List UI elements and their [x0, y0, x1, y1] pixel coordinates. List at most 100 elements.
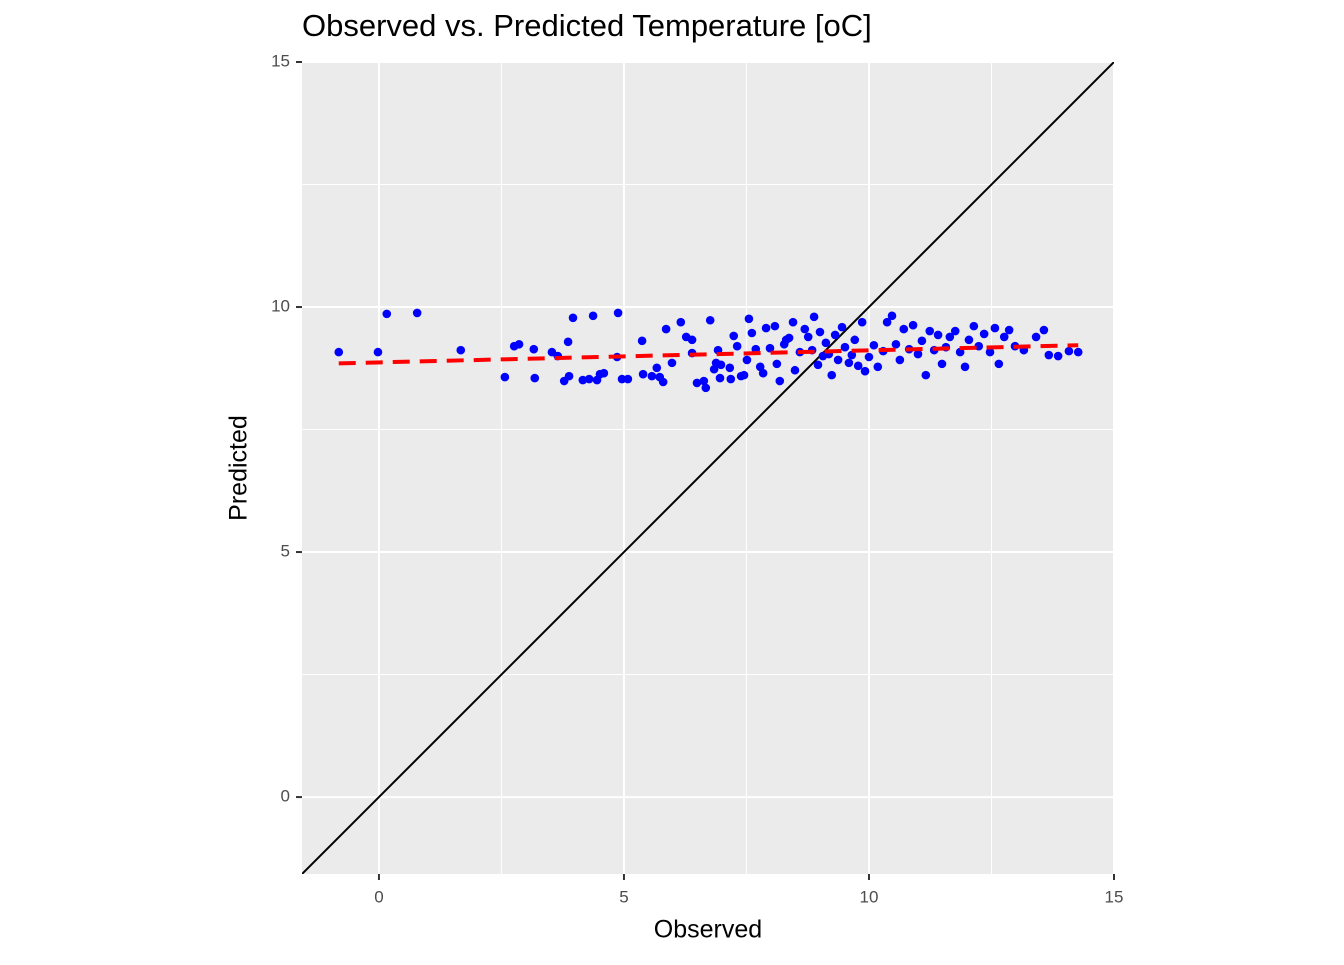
point	[530, 373, 540, 383]
point	[699, 376, 709, 386]
point	[809, 312, 819, 322]
point	[568, 313, 578, 323]
point	[637, 336, 647, 346]
point	[772, 359, 782, 369]
point	[729, 331, 739, 341]
point	[747, 328, 757, 338]
point	[726, 374, 736, 384]
point	[623, 374, 633, 384]
point	[830, 330, 840, 340]
point	[1031, 332, 1041, 342]
point	[999, 332, 1009, 342]
point	[937, 359, 947, 369]
point	[979, 329, 989, 339]
y-tick-label: 15	[271, 51, 290, 70]
point	[1044, 350, 1054, 360]
point	[895, 355, 905, 365]
point	[578, 375, 588, 385]
point	[647, 371, 657, 381]
point	[917, 336, 927, 346]
point	[514, 339, 524, 349]
point	[857, 317, 867, 327]
y-tick-label: 10	[271, 297, 290, 316]
point	[840, 342, 850, 352]
point	[790, 365, 800, 375]
point	[658, 377, 668, 387]
point	[744, 314, 754, 324]
point	[803, 332, 813, 342]
point	[990, 323, 1000, 333]
point	[617, 374, 627, 384]
point	[847, 350, 857, 360]
point	[1039, 325, 1049, 335]
point	[882, 317, 892, 327]
point	[716, 360, 726, 370]
y-tick-label: 0	[281, 787, 290, 806]
point	[837, 322, 847, 332]
point	[692, 378, 702, 388]
point	[667, 358, 677, 368]
y-tick-label: 5	[281, 542, 290, 561]
point	[661, 324, 671, 334]
point	[770, 321, 780, 331]
point	[765, 343, 775, 353]
point	[985, 347, 995, 357]
point	[821, 338, 831, 348]
point	[1064, 346, 1074, 356]
point	[500, 372, 510, 382]
point	[945, 332, 955, 342]
point	[833, 355, 843, 365]
point	[599, 368, 609, 378]
point	[334, 347, 344, 357]
point	[652, 363, 662, 373]
point	[412, 308, 422, 318]
point	[969, 321, 979, 331]
point	[732, 341, 742, 351]
point	[373, 347, 383, 357]
point	[827, 370, 837, 380]
y-axis-title: Predicted	[225, 415, 253, 521]
point	[529, 344, 539, 354]
point	[676, 317, 686, 327]
point	[564, 371, 574, 381]
point	[853, 361, 863, 371]
point	[761, 323, 771, 333]
point	[933, 330, 943, 340]
point	[687, 335, 697, 345]
point	[813, 360, 823, 370]
point	[887, 311, 897, 321]
point	[850, 335, 860, 345]
x-tick-label: 0	[374, 887, 383, 906]
point	[925, 326, 935, 336]
point	[563, 337, 573, 347]
point	[613, 308, 623, 318]
fit-line	[338, 343, 1079, 366]
point	[725, 363, 735, 373]
point	[1053, 351, 1063, 361]
point	[584, 374, 594, 384]
point	[638, 369, 648, 379]
point	[382, 309, 392, 319]
chart-title: Observed vs. Predicted Temperature [oC]	[302, 8, 872, 43]
point	[950, 326, 960, 336]
point	[775, 376, 785, 386]
point	[588, 311, 598, 321]
point	[742, 355, 752, 365]
point	[913, 349, 923, 359]
point	[800, 324, 810, 334]
point	[815, 327, 825, 337]
point	[788, 317, 798, 327]
point	[860, 366, 870, 376]
identity-line	[302, 62, 1114, 874]
x-tick-label: 10	[860, 887, 879, 906]
point	[994, 359, 1004, 369]
point	[864, 352, 874, 362]
point	[1004, 325, 1014, 335]
point	[964, 335, 974, 345]
point	[899, 324, 909, 334]
point	[960, 362, 970, 372]
point	[873, 362, 883, 372]
point	[869, 340, 879, 350]
point	[701, 383, 711, 393]
